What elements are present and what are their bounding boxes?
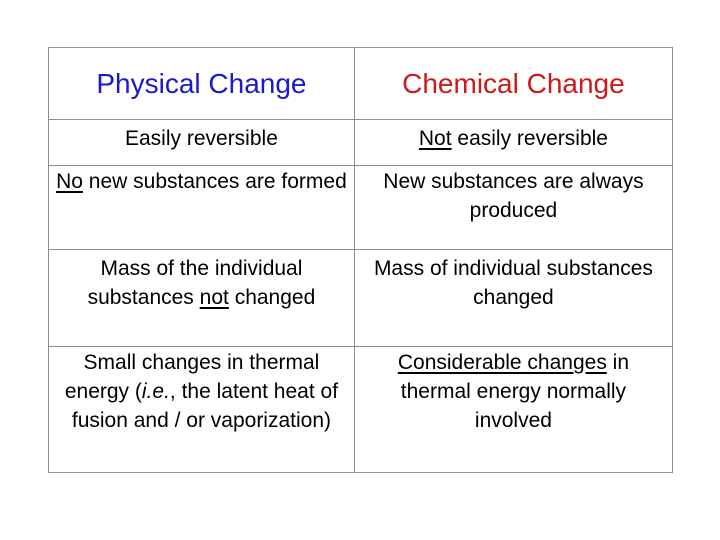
table-row: No new substances are formed New substan… [48, 165, 674, 250]
italic-text: i.e. [141, 380, 170, 403]
physical-cell-new-substances: No new substances are formed [48, 165, 355, 250]
underlined-text: not [199, 286, 229, 309]
cell-text: in thermal energy normally involved [400, 351, 630, 432]
cell-text: easily reversible [451, 127, 608, 150]
table-row: Mass of the individual substances not ch… [48, 249, 674, 347]
table-row: Small changes in thermal energy (i.e., t… [48, 346, 674, 473]
cell-text: new substances are formed [82, 170, 347, 193]
underlined-text: Not [418, 127, 452, 150]
cell-text: Small changes in thermal energy ( [64, 351, 320, 403]
table-row: Easily reversible Not easily reversible [48, 119, 674, 166]
chemical-cell-new-substances: New substances are always produced [353, 165, 674, 250]
cell-text: , the latent heat of fusion and / or vap… [71, 380, 339, 432]
cell-text: Mass of the individual substances [87, 257, 303, 309]
underlined-text: Considerable changes [397, 351, 607, 374]
chemical-change-heading: Chemical Change [353, 47, 674, 120]
cell-text: Easily reversible [124, 127, 278, 150]
comparison-table: Physical Change Chemical Change Easily r… [48, 47, 674, 473]
physical-cell-mass: Mass of the individual substances not ch… [48, 249, 355, 347]
table-header-row: Physical Change Chemical Change [48, 47, 674, 120]
chemical-cell-reversibility: Not easily reversible [353, 119, 674, 166]
cell-text: changed [228, 286, 316, 309]
cell-text: Mass of individual substances changed [373, 257, 653, 309]
cell-text: New substances are always produced [383, 170, 644, 222]
physical-change-heading: Physical Change [48, 47, 355, 120]
chemical-cell-thermal-energy: Considerable changes in thermal energy n… [353, 346, 674, 473]
physical-cell-reversibility: Easily reversible [48, 119, 355, 166]
physical-cell-thermal-energy: Small changes in thermal energy (i.e., t… [48, 346, 355, 473]
chemical-cell-mass: Mass of individual substances changed [353, 249, 674, 347]
underlined-text: No [56, 170, 83, 193]
